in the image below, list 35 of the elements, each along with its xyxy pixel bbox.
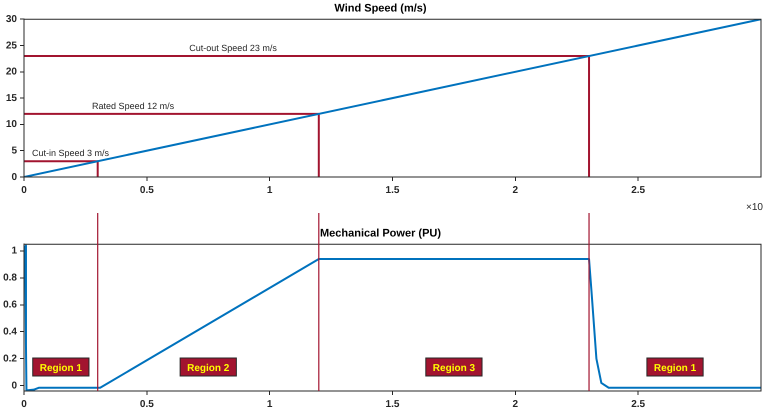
x-tick-label: 0 xyxy=(21,184,28,196)
y-tick-label: 20 xyxy=(6,66,18,78)
annotation: Region 1 xyxy=(40,362,82,374)
chart-title: Mechanical Power (PU) xyxy=(320,228,442,240)
y-tick-label: 0.4 xyxy=(3,326,18,338)
x-tick-label: 0.5 xyxy=(140,398,154,410)
series-label: Cut-out Speed 23 m/s xyxy=(189,43,278,54)
x-tick-label: 2 xyxy=(512,184,519,196)
y-tick-label: 15 xyxy=(6,92,18,104)
annotation: Region 3 xyxy=(432,362,476,374)
series-label: Cut-in Speed 3 m/s xyxy=(32,148,110,158)
y-tick-label: 5 xyxy=(11,145,18,156)
x-tick-label: 2.5 xyxy=(631,184,646,196)
y-tick-label: 10 xyxy=(6,119,18,130)
y-tick-label: 1 xyxy=(11,246,18,257)
y-tick-label: 0 xyxy=(11,172,18,183)
y-tick-label: 0.2 xyxy=(3,353,18,364)
y-tick-label: 25 xyxy=(6,40,18,52)
y-tick-label: 0.8 xyxy=(3,272,18,284)
x-tick-label: 1.5 xyxy=(386,398,400,410)
y-tick-label: 0.6 xyxy=(3,300,18,311)
y-tick-label: 30 xyxy=(6,14,18,25)
x-tick-label: 1 xyxy=(266,184,273,196)
annotation: Region 1 xyxy=(654,362,697,374)
x-tick-label: 1 xyxy=(266,398,273,410)
x-tick-label: 0.5 xyxy=(140,184,154,196)
chart-title: Wind Speed (m/s) xyxy=(334,2,427,15)
y-tick-label: 0 xyxy=(11,380,18,392)
x-tick-label: 0 xyxy=(21,398,28,410)
x-tick-label: 2 xyxy=(512,398,519,410)
x-tick-label: 1.5 xyxy=(386,184,400,196)
text: ×10 xyxy=(746,202,764,213)
annotation: Region 2 xyxy=(187,362,230,374)
x-tick-label: 2.5 xyxy=(631,398,646,410)
series-label: Rated Speed 12 m/s xyxy=(92,100,175,111)
